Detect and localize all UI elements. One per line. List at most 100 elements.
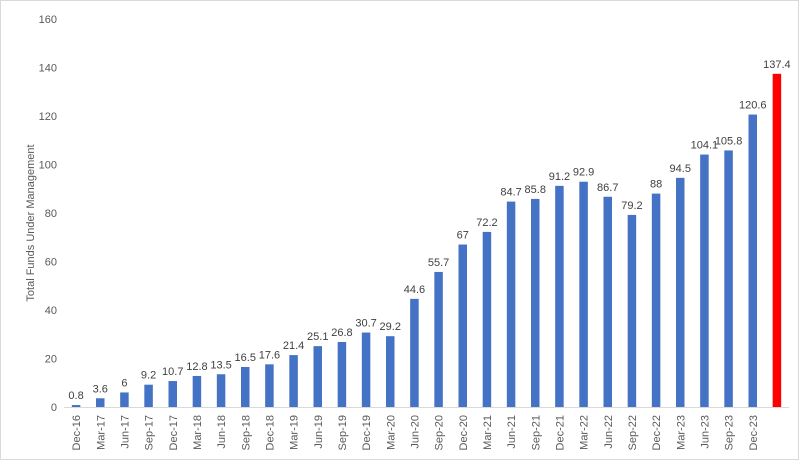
bar bbox=[289, 355, 298, 407]
data-label: 29.2 bbox=[380, 321, 401, 333]
bar bbox=[506, 201, 516, 407]
data-label: 30.7 bbox=[355, 318, 376, 330]
x-tick-label: Jun-22 bbox=[603, 415, 615, 449]
bar bbox=[313, 346, 322, 407]
y-tick-label: 120 bbox=[39, 111, 57, 123]
x-tick-label: Mar-19 bbox=[289, 415, 301, 450]
y-tick-label: 20 bbox=[45, 354, 57, 366]
bar bbox=[603, 196, 612, 407]
bar bbox=[482, 231, 492, 407]
bar bbox=[579, 181, 588, 407]
bar bbox=[120, 392, 129, 407]
x-tick-label: Sep-23 bbox=[724, 415, 736, 450]
x-tick-label: Mar-21 bbox=[482, 415, 494, 450]
bar bbox=[386, 336, 395, 407]
bar bbox=[724, 150, 733, 407]
y-tick-label: 100 bbox=[39, 160, 57, 172]
x-tick-label: Mar-22 bbox=[579, 415, 591, 450]
bar bbox=[531, 198, 540, 407]
bars bbox=[71, 73, 782, 408]
y-axis-title: Total Funds Under Management bbox=[25, 144, 37, 301]
x-tick-label: Sep-18 bbox=[240, 415, 252, 450]
data-label: 85.8 bbox=[525, 184, 546, 196]
x-tick-label: Jun-17 bbox=[119, 415, 131, 449]
bar bbox=[361, 332, 371, 407]
bar bbox=[555, 185, 564, 407]
bar bbox=[748, 114, 757, 408]
x-tick-label: Dec-21 bbox=[554, 415, 566, 450]
bar bbox=[676, 177, 685, 407]
bar bbox=[265, 364, 274, 407]
x-tick-label: Mar-23 bbox=[675, 415, 687, 450]
x-tick-label: Dec-19 bbox=[361, 415, 373, 450]
data-label: 13.5 bbox=[210, 359, 231, 371]
data-label: 55.7 bbox=[428, 257, 449, 269]
x-tick-label: Jun-23 bbox=[699, 415, 711, 449]
data-label: 84.7 bbox=[500, 187, 521, 199]
bar bbox=[434, 271, 443, 407]
data-label: 86.7 bbox=[597, 182, 618, 194]
bar bbox=[144, 384, 153, 407]
data-label: 104.1 bbox=[691, 140, 719, 152]
x-tick-label: Jun-21 bbox=[506, 415, 518, 449]
x-tick-label: Dec-23 bbox=[748, 415, 760, 450]
data-label: 16.5 bbox=[235, 352, 256, 364]
x-tick-label: Mar-18 bbox=[192, 415, 204, 450]
data-label: 91.2 bbox=[549, 171, 570, 183]
x-tick-label: Sep-22 bbox=[627, 415, 639, 450]
x-tick-label: Dec-17 bbox=[168, 415, 180, 450]
data-label: 12.8 bbox=[186, 361, 207, 373]
data-label: 25.1 bbox=[307, 331, 328, 343]
x-tick-label: Sep-19 bbox=[337, 415, 349, 450]
x-tick-label: Mar-17 bbox=[95, 415, 107, 450]
x-tick-label: Jun-18 bbox=[216, 415, 228, 449]
data-label: 3.6 bbox=[93, 383, 108, 395]
data-label: 79.2 bbox=[621, 200, 642, 212]
x-tick-label: Dec-16 bbox=[71, 415, 83, 450]
data-label: 92.9 bbox=[573, 167, 594, 179]
x-tick-label: Mar-20 bbox=[385, 415, 397, 450]
bar bbox=[627, 214, 637, 407]
bar bbox=[168, 381, 177, 407]
x-tick-label: Dec-18 bbox=[264, 415, 276, 450]
data-label: 67 bbox=[457, 230, 469, 242]
data-label: 105.8 bbox=[715, 135, 743, 147]
x-tick-label: Sep-20 bbox=[434, 415, 446, 450]
data-label: 10.7 bbox=[162, 366, 183, 378]
bar bbox=[96, 398, 105, 407]
bar bbox=[337, 342, 347, 407]
data-label: 6 bbox=[121, 377, 127, 389]
bar bbox=[700, 154, 709, 407]
y-tick-label: 160 bbox=[39, 14, 57, 26]
data-labels: 0.8 3.6 6 9.2 10.7 12.8 13.5 16.5 17.621.425.1 26… bbox=[68, 59, 790, 402]
bar bbox=[216, 374, 226, 407]
y-tick-label: 60 bbox=[45, 257, 57, 269]
data-label: 17.6 bbox=[259, 349, 280, 361]
data-label: 94.5 bbox=[670, 163, 691, 175]
y-tick-label: 80 bbox=[45, 208, 57, 220]
bar bbox=[458, 244, 467, 407]
data-label: 88 bbox=[650, 179, 662, 191]
data-label: 72.2 bbox=[476, 217, 497, 229]
x-tick-label: Dec-20 bbox=[458, 415, 470, 450]
x-tick-label: Sep-21 bbox=[530, 415, 542, 450]
y-tick-label: 40 bbox=[45, 305, 57, 317]
x-tick-label: Jun-20 bbox=[409, 415, 421, 449]
x-tick-label: Sep-17 bbox=[144, 415, 156, 450]
x-tick-label: Dec-22 bbox=[651, 415, 663, 450]
bar-highlight bbox=[772, 73, 782, 407]
y-tick-label: 0 bbox=[51, 402, 57, 414]
x-tick-label: Jun-19 bbox=[313, 415, 325, 449]
bar bbox=[192, 375, 202, 407]
bar bbox=[241, 366, 250, 407]
bar bbox=[410, 298, 419, 407]
y-axis-ticks: 0 20 40 60 80 100 120 140 160 bbox=[39, 14, 57, 414]
data-label: 21.4 bbox=[283, 340, 304, 352]
data-label: 26.8 bbox=[331, 327, 352, 339]
x-axis-ticks: Dec-16 Mar-17 Jun-17 Sep-17 Dec-17 Mar-18 Jun-… bbox=[71, 415, 760, 450]
data-label: 0.8 bbox=[68, 390, 83, 402]
data-label: 9.2 bbox=[141, 370, 156, 382]
bar bbox=[651, 193, 661, 407]
